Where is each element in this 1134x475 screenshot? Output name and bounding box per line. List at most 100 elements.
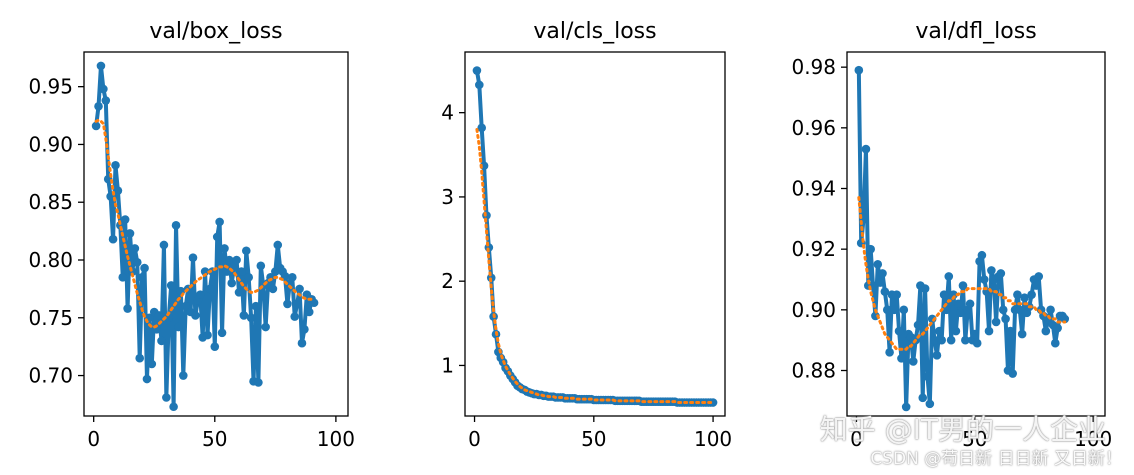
data-point: [169, 402, 178, 412]
data-point: [965, 299, 975, 309]
y-tick-label: 0.90: [791, 298, 836, 322]
data-point: [920, 284, 930, 293]
plot-area: [854, 65, 1070, 412]
chart-title: val/cls_loss: [533, 19, 656, 44]
data-point: [932, 351, 942, 360]
data-point: [154, 311, 164, 320]
subplot-2: val/cls_loss 0 50 100 1 2 3 4: [441, 19, 732, 451]
data-point: [300, 325, 309, 334]
data-point: [953, 299, 963, 309]
smooth-line: [857, 196, 1067, 351]
x-tick-label: 0: [850, 427, 863, 451]
data-point: [1050, 338, 1060, 348]
x-tick-label: 0: [468, 427, 481, 451]
data-point: [970, 329, 980, 339]
data-point: [913, 320, 923, 330]
x-tick-label: 0: [87, 427, 100, 451]
data-point: [268, 284, 278, 294]
data-point: [1015, 305, 1025, 315]
data-point: [116, 221, 125, 230]
data-point: [123, 304, 132, 313]
data-point: [108, 234, 118, 244]
data-point: [477, 123, 487, 133]
data-point: [304, 307, 314, 317]
data-point: [140, 263, 149, 273]
data-point: [861, 144, 871, 154]
x-tick-label: 50: [202, 427, 227, 451]
data-point: [1013, 290, 1022, 299]
data-point: [171, 221, 181, 230]
data-point: [977, 250, 987, 260]
data-point: [958, 281, 968, 290]
data-point: [908, 357, 918, 366]
data-point: [210, 342, 220, 351]
data-point: [1060, 314, 1070, 324]
data-point: [923, 372, 932, 381]
data-point: [234, 288, 244, 297]
plot-area: [91, 61, 319, 412]
data-point: [217, 328, 227, 338]
y-tick-label: 0.70: [28, 364, 73, 388]
data-point: [91, 121, 101, 131]
x-tick-label: 100: [317, 427, 355, 451]
y-tick-label: 0.90: [28, 132, 73, 156]
data-point: [854, 65, 864, 75]
data-point: [241, 246, 251, 256]
data-point: [225, 255, 234, 265]
y-tick-label: 0.85: [28, 190, 73, 214]
y-tick-label: 0.98: [791, 55, 836, 79]
data-point: [987, 266, 996, 275]
data-point: [113, 186, 123, 195]
data-point: [101, 96, 111, 105]
data-point: [1041, 326, 1051, 336]
data-point: [1008, 369, 1017, 378]
data-point: [215, 217, 224, 227]
data-point: [174, 322, 183, 332]
data-point: [998, 305, 1008, 315]
y-tick-label: 0.80: [28, 248, 73, 272]
data-point: [297, 338, 307, 348]
data-point: [239, 311, 249, 320]
chart-title: val/dfl_loss: [915, 19, 1036, 44]
data-point: [290, 312, 300, 321]
y-tick-label: 0.94: [791, 177, 836, 201]
data-point: [925, 399, 935, 409]
data-point: [951, 326, 961, 336]
data-point: [159, 240, 169, 250]
data-point: [866, 244, 875, 254]
data-point: [996, 269, 1006, 278]
data-point: [892, 290, 902, 299]
data-point: [894, 326, 904, 336]
data-point: [200, 267, 210, 276]
x-tick-label: 50: [962, 427, 987, 451]
data-point: [961, 335, 970, 345]
y-tick-label: 3: [441, 185, 454, 209]
data-point: [179, 371, 188, 380]
data-point: [220, 244, 229, 253]
data-point: [227, 278, 237, 288]
data-point: [232, 255, 241, 265]
y-tick-label: 0.95: [28, 75, 73, 99]
data-point: [212, 232, 222, 242]
data-point: [157, 336, 166, 346]
data-point: [137, 273, 147, 282]
data-point: [130, 244, 140, 253]
data-point: [120, 215, 130, 224]
smooth-line: [475, 128, 715, 405]
data-point: [1046, 305, 1055, 315]
plot-area: [472, 66, 718, 407]
data-point: [309, 298, 319, 308]
data-point: [878, 269, 887, 278]
data-point: [142, 374, 152, 384]
y-tick-label: 0.75: [28, 306, 73, 330]
data-point: [873, 260, 883, 269]
chart-title: val/box_loss: [149, 19, 282, 44]
data-point: [1034, 272, 1044, 281]
data-point: [890, 305, 899, 315]
data-point: [191, 311, 200, 320]
data-point: [939, 290, 949, 299]
data-point: [244, 273, 253, 282]
subplot-3: val/dfl_loss 0 50 100 0.88 0.90 0.92 0.94 0.96 0.…: [791, 19, 1112, 451]
data-point: [1006, 326, 1015, 336]
